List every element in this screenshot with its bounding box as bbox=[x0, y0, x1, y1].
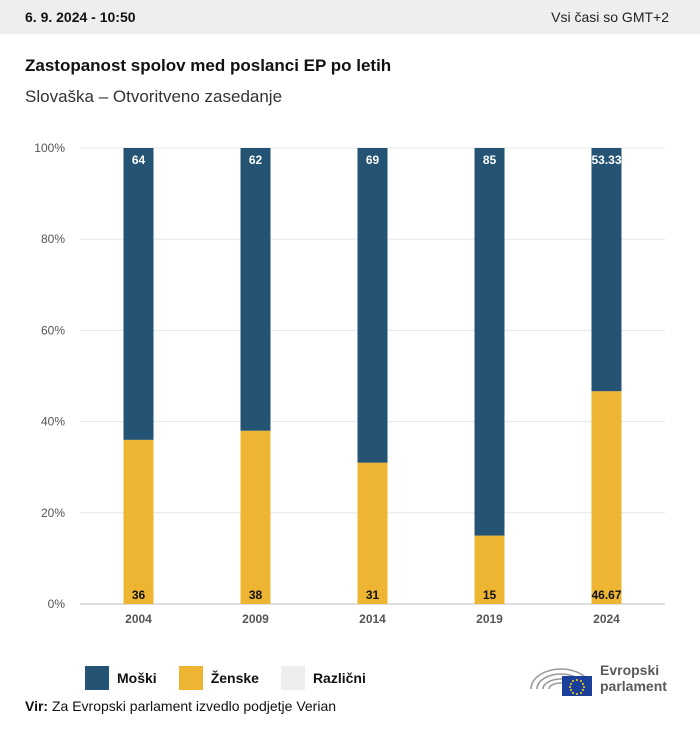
bar-men bbox=[240, 148, 271, 431]
datetime: 6. 9. 2024 - 10:50 bbox=[25, 9, 136, 25]
legend-item-other[interactable]: Različni bbox=[280, 666, 366, 690]
data-label: 36 bbox=[132, 588, 146, 602]
bar-men bbox=[474, 148, 505, 536]
data-label: 62 bbox=[249, 153, 263, 167]
x-tick-label: 2024 bbox=[593, 612, 620, 626]
y-tick-label: 40% bbox=[41, 415, 65, 429]
x-tick-label: 2014 bbox=[359, 612, 386, 626]
bar-women bbox=[591, 391, 622, 604]
source-note: Vir: Za Evropski parlament izvedlo podje… bbox=[25, 698, 336, 714]
logo-line-2: parlament bbox=[600, 678, 667, 694]
legend-swatch-women bbox=[178, 666, 203, 690]
legend-swatch-other bbox=[280, 666, 305, 690]
source-label: Vir: bbox=[25, 698, 49, 714]
data-label: 85 bbox=[483, 153, 497, 167]
x-tick-label: 2004 bbox=[125, 612, 152, 626]
data-label: 53.33 bbox=[591, 153, 621, 167]
chart-subtitle: Slovaška – Otvoritveno zasedanje bbox=[25, 87, 283, 106]
source-text: Za Evropski parlament izvedlo podjetje V… bbox=[51, 698, 337, 714]
bar-men bbox=[591, 148, 622, 392]
ep-logo: Evropski parlament bbox=[528, 659, 667, 697]
legend-item-men[interactable]: Moški bbox=[85, 666, 157, 690]
legend-label-women: Ženske bbox=[210, 670, 259, 686]
data-label: 64 bbox=[132, 153, 146, 167]
legend-label-men: Moški bbox=[117, 670, 157, 686]
legend-swatch-men bbox=[85, 666, 109, 690]
x-tick-label: 2019 bbox=[476, 612, 503, 626]
y-tick-label: 60% bbox=[41, 323, 65, 337]
data-label: 31 bbox=[366, 588, 380, 602]
data-label: 15 bbox=[483, 588, 497, 602]
x-tick-label: 2009 bbox=[242, 612, 269, 626]
bar-women bbox=[474, 535, 505, 604]
y-tick-label: 0% bbox=[48, 597, 66, 611]
legend: Moški Ženske Različni bbox=[85, 666, 388, 690]
bar-women bbox=[357, 462, 388, 604]
logo-line-1: Evropski bbox=[600, 662, 660, 678]
parliament-hemicycle-icon bbox=[530, 668, 592, 696]
data-label: 38 bbox=[249, 588, 263, 602]
legend-label-other: Različni bbox=[312, 670, 366, 686]
bar-men bbox=[357, 148, 388, 463]
chart-title: Zastopanost spolov med poslanci EP po le… bbox=[25, 56, 392, 75]
y-tick-label: 100% bbox=[34, 141, 65, 155]
top-bar: 6. 9. 2024 - 10:50 Vsi časi so GMT+2 bbox=[0, 0, 700, 34]
timezone-note: Vsi časi so GMT+2 bbox=[551, 9, 669, 25]
bar-women bbox=[123, 439, 154, 604]
logo-text: Evropski parlament bbox=[600, 662, 667, 694]
data-label: 69 bbox=[366, 153, 380, 167]
y-tick-label: 20% bbox=[41, 506, 65, 520]
stacked-bar-chart: 0% 20% 40% 60% 80% 100% 36 64 2004 38 62 2009 31 69 20… bbox=[34, 141, 665, 626]
data-label: 46.67 bbox=[591, 588, 621, 602]
bar-men bbox=[123, 148, 154, 440]
legend-item-women[interactable]: Ženske bbox=[178, 666, 259, 690]
y-tick-label: 80% bbox=[41, 232, 65, 246]
bar-women bbox=[240, 430, 271, 604]
